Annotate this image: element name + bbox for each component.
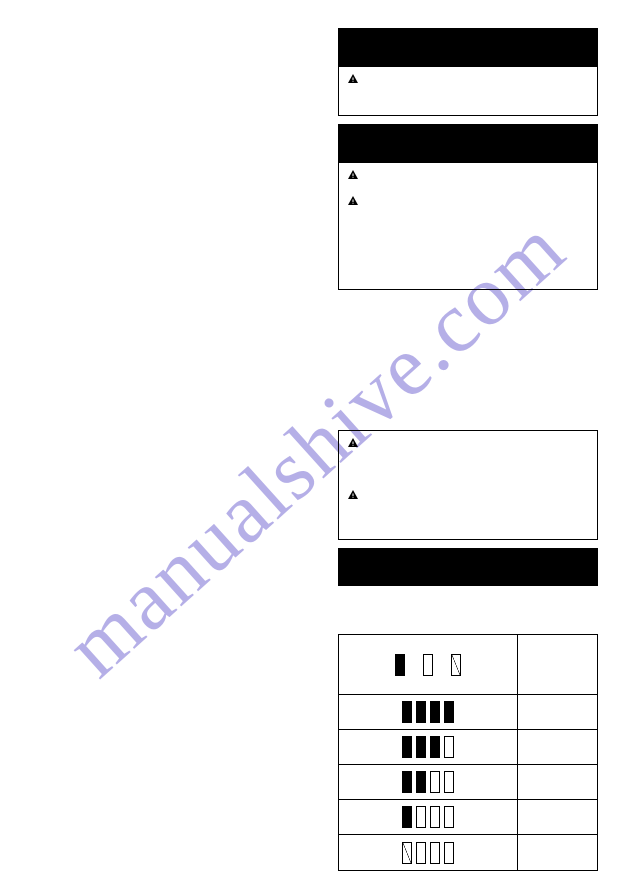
battery-level-label	[517, 835, 597, 870]
warning-box-2	[338, 162, 598, 290]
battery-bar-full-icon	[416, 701, 426, 723]
battery-bar-full-icon	[430, 701, 440, 723]
battery-bars-cell	[339, 701, 517, 723]
battery-bar-full-icon	[402, 736, 412, 758]
battery-level-label	[517, 695, 597, 729]
gap	[338, 540, 598, 548]
battery-bars-cell	[339, 736, 517, 758]
warning-triangle-icon	[347, 73, 359, 85]
battery-bar-empty-icon	[416, 842, 426, 864]
battery-bar-empty-icon	[416, 806, 426, 828]
battery-bar-full-icon	[402, 771, 412, 793]
table-header-icons	[339, 654, 517, 676]
battery-bars-cell	[339, 842, 517, 864]
battery-bar-full-icon	[430, 736, 440, 758]
battery-level-label	[517, 800, 597, 834]
battery-bar-empty-icon	[444, 806, 454, 828]
table-header-row	[339, 635, 597, 695]
warning-triangle-icon	[347, 437, 359, 449]
warning-item	[347, 73, 589, 85]
warning-box-1	[338, 66, 598, 116]
battery-bar-full-icon	[402, 701, 412, 723]
battery-level-label	[517, 765, 597, 799]
battery-bar-empty-icon	[430, 842, 440, 864]
table-row	[339, 765, 597, 800]
battery-bar-full-icon	[402, 806, 412, 828]
legend-bar-empty-icon	[423, 654, 433, 676]
battery-bar-full-icon	[416, 736, 426, 758]
warning-item	[347, 169, 589, 181]
warning-box-3	[338, 430, 598, 540]
section-header-3	[338, 548, 598, 586]
legend-bar-flashing-icon	[451, 654, 461, 676]
battery-bars-cell	[339, 806, 517, 828]
battery-bar-empty-icon	[444, 771, 454, 793]
battery-bar-empty-icon	[430, 771, 440, 793]
warning-item	[347, 489, 589, 501]
manual-page: manualshive.com	[0, 0, 629, 893]
warning-triangle-icon	[347, 195, 359, 207]
table-header-right	[517, 635, 597, 694]
warning-triangle-icon	[347, 489, 359, 501]
battery-bar-empty-icon	[444, 736, 454, 758]
battery-bar-full-icon	[416, 771, 426, 793]
warning-item	[347, 195, 589, 207]
section-header-1	[338, 28, 598, 66]
battery-level-table	[338, 634, 598, 871]
gap	[338, 290, 598, 430]
battery-bars-cell	[339, 771, 517, 793]
right-content-column	[338, 28, 598, 871]
battery-bar-diag-icon	[402, 842, 412, 864]
table-row	[339, 835, 597, 870]
table-row	[339, 800, 597, 835]
battery-bar-full-icon	[444, 701, 454, 723]
gap	[338, 116, 598, 124]
legend-bar-full-icon	[395, 654, 405, 676]
battery-level-label	[517, 730, 597, 764]
battery-bar-empty-icon	[430, 806, 440, 828]
section-header-2	[338, 124, 598, 162]
battery-bar-empty-icon	[444, 842, 454, 864]
table-row	[339, 695, 597, 730]
warning-triangle-icon	[347, 169, 359, 181]
table-row	[339, 730, 597, 765]
gap	[338, 586, 598, 634]
warning-item	[347, 437, 589, 449]
